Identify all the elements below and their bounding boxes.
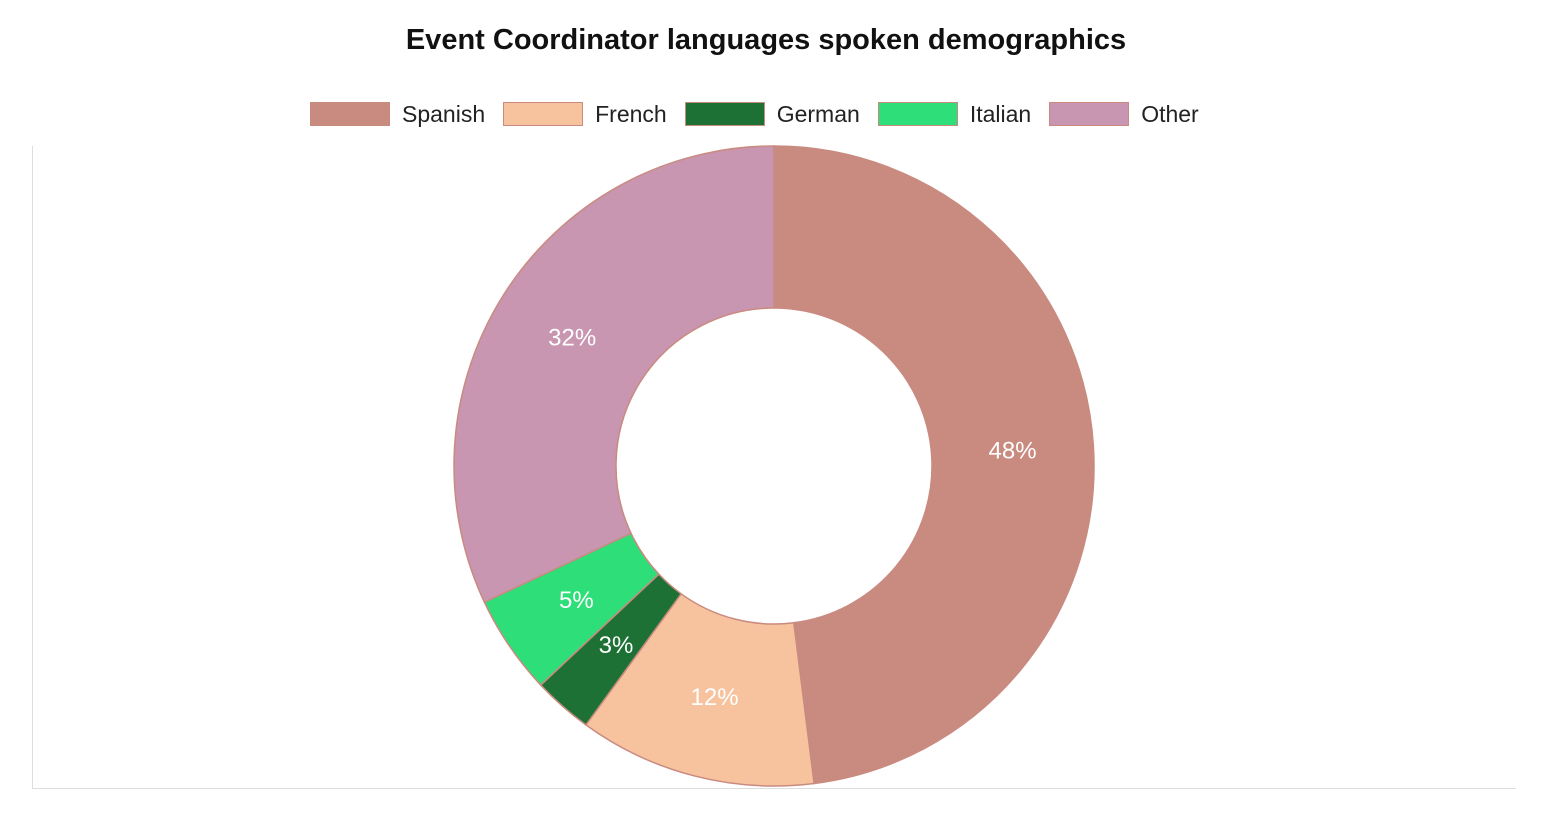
legend-swatch-spanish bbox=[310, 102, 390, 126]
legend-label-german: German bbox=[776, 100, 860, 127]
legend-item-italian[interactable]: Italian bbox=[877, 100, 1032, 128]
slice-label-other: 32% bbox=[548, 324, 596, 351]
legend-item-other[interactable]: Other bbox=[1049, 101, 1199, 128]
slice-other[interactable] bbox=[453, 145, 775, 604]
slice-french[interactable] bbox=[584, 592, 815, 787]
slice-label-german: 3% bbox=[599, 632, 634, 659]
slice-label-french: 12% bbox=[691, 684, 739, 711]
legend-swatch-german bbox=[684, 102, 765, 126]
legend-label-italian: Italian bbox=[969, 100, 1032, 127]
legend-label-spanish: Spanish bbox=[402, 100, 486, 127]
slice-label-spanish: 48% bbox=[989, 437, 1037, 464]
legend: Spanish French German Italian Other bbox=[310, 100, 1217, 128]
legend-label-french: French bbox=[595, 100, 667, 127]
slice-label-italian: 5% bbox=[559, 587, 594, 614]
legend-swatch-italian bbox=[877, 102, 958, 126]
legend-swatch-french bbox=[503, 102, 584, 126]
legend-item-spanish[interactable]: Spanish bbox=[310, 101, 485, 128]
legend-item-french[interactable]: French bbox=[503, 101, 667, 128]
legend-item-german[interactable]: German bbox=[684, 100, 860, 128]
slice-spanish[interactable] bbox=[773, 145, 1095, 785]
slice-labels-group: 48% 12% 3%5% 32% bbox=[548, 324, 1036, 711]
legend-swatch-other bbox=[1049, 102, 1130, 126]
chart-title: Event Coordinator languages spoken demog… bbox=[405, 24, 1127, 56]
legend-label-other: Other bbox=[1141, 100, 1199, 127]
slices-group bbox=[453, 145, 1095, 787]
